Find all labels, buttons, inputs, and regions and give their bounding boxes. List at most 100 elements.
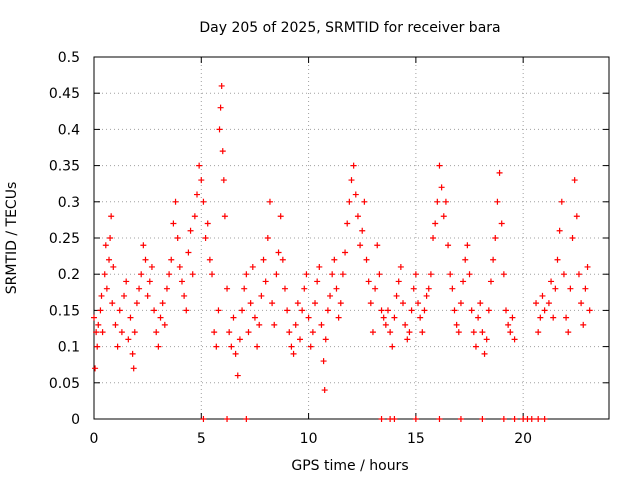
data-point [451, 307, 458, 314]
data-point [359, 227, 366, 234]
x-tick-label: 5 [197, 431, 206, 447]
data-point [361, 198, 368, 205]
data-point [288, 343, 295, 350]
data-point [312, 300, 319, 307]
data-point [226, 329, 233, 336]
data-point [98, 292, 105, 299]
data-point [321, 387, 328, 394]
data-point [387, 329, 394, 336]
data-point [548, 278, 555, 285]
data-point [292, 321, 299, 328]
data-point [406, 329, 413, 336]
data-point [339, 271, 346, 278]
data-point [305, 314, 312, 321]
data-point [136, 285, 143, 292]
y-tick-label: 0.05 [49, 376, 80, 392]
data-point [144, 292, 151, 299]
data-point [507, 329, 514, 336]
data-point [273, 271, 280, 278]
data-point [415, 300, 422, 307]
data-point [170, 220, 177, 227]
data-point [494, 198, 501, 205]
data-point [102, 242, 109, 249]
data-point [569, 235, 576, 241]
data-point [479, 416, 486, 422]
data-point [483, 336, 490, 343]
data-point [434, 198, 441, 205]
x-tick-label: 0 [90, 431, 99, 447]
data-point [425, 285, 432, 292]
data-point [539, 292, 546, 299]
data-point [187, 227, 194, 234]
data-point [421, 307, 428, 314]
tick-labels: 0 5 10 15 20 0 0.05 0.1 0.15 0.2 0.25 0.3 0.35 0.4 0.4… [49, 50, 532, 447]
data-point [168, 256, 175, 263]
data-point [243, 416, 250, 422]
data-point [178, 278, 185, 285]
data-point [417, 314, 424, 321]
data-point [148, 263, 155, 270]
data-point [116, 307, 123, 314]
data-point [586, 307, 593, 314]
data-point [110, 263, 117, 270]
data-point [412, 271, 419, 278]
data-point [198, 177, 205, 184]
data-point [556, 227, 563, 234]
data-point [166, 271, 173, 278]
data-point [477, 300, 484, 307]
data-point [475, 314, 482, 321]
data-point [554, 256, 561, 263]
data-point [194, 191, 200, 198]
data-point [479, 329, 486, 336]
data-point [460, 278, 467, 285]
data-point [209, 271, 216, 278]
data-point [342, 249, 349, 256]
data-point [400, 300, 406, 307]
data-point [107, 235, 114, 241]
data-point [236, 336, 243, 343]
scatter-points [91, 82, 593, 422]
data-point [500, 271, 507, 278]
data-point [219, 148, 226, 155]
data-point [94, 343, 101, 350]
data-point [505, 321, 512, 328]
data-point [320, 358, 327, 365]
data-point [191, 213, 198, 220]
data-point [485, 307, 492, 314]
data-point [423, 292, 430, 299]
data-point [481, 350, 488, 357]
data-point [490, 256, 497, 263]
data-point [204, 220, 211, 227]
data-point [397, 263, 404, 270]
data-point [213, 343, 220, 350]
data-point [309, 329, 316, 336]
data-point [185, 249, 192, 256]
data-point [470, 329, 477, 336]
data-point [106, 256, 113, 263]
data-point [217, 104, 224, 111]
data-point [163, 285, 170, 292]
data-point [573, 213, 580, 220]
data-point [457, 300, 464, 307]
data-point [327, 292, 334, 299]
data-point [541, 307, 548, 314]
data-point [438, 184, 445, 191]
data-point [511, 336, 518, 343]
data-point [322, 336, 329, 343]
data-point [99, 329, 106, 336]
data-point [142, 256, 149, 263]
data-point [533, 300, 540, 307]
data-point [108, 213, 115, 220]
data-point [314, 278, 321, 285]
data-point [218, 82, 225, 89]
y-tick-label: 0.15 [49, 303, 80, 319]
data-point [121, 292, 128, 299]
y-tick-label: 0.35 [49, 159, 80, 175]
data-point [189, 271, 196, 278]
data-point [344, 220, 351, 227]
data-point [157, 314, 164, 321]
data-point [206, 256, 213, 263]
data-point [408, 307, 415, 314]
data-point [348, 177, 355, 184]
